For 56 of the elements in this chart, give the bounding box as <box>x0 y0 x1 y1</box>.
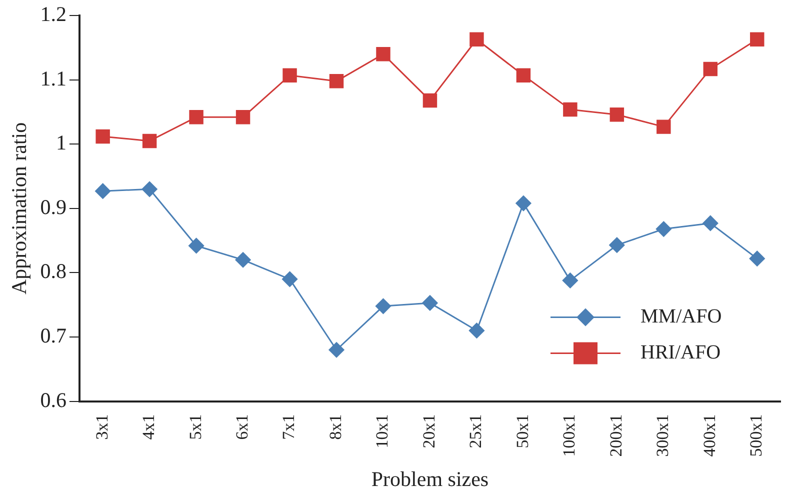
point <box>656 221 672 237</box>
point <box>656 120 671 134</box>
point <box>470 32 484 46</box>
legend-label: MM/AFO <box>640 306 722 328</box>
point <box>376 47 390 62</box>
x-tick-label: 3x1 <box>92 414 112 440</box>
y-tick-label: 0.9 <box>40 194 66 219</box>
point <box>516 68 531 82</box>
point <box>95 183 111 199</box>
x-tick-label: 300x1 <box>653 414 672 457</box>
y-tick-label: 1.1 <box>40 66 66 90</box>
point <box>562 272 578 288</box>
point <box>422 93 438 108</box>
legend-label: HRI/AFO <box>640 342 721 364</box>
x-tick-label: 200x1 <box>606 414 626 457</box>
x-tick-label: 400x1 <box>700 414 719 457</box>
y-tick-label: 0.6 <box>40 388 66 412</box>
point <box>188 238 204 254</box>
point <box>750 32 764 46</box>
x-tick-label: 25x1 <box>466 414 486 448</box>
x-tick-label: 50x1 <box>512 414 532 448</box>
point <box>703 62 718 76</box>
point <box>142 134 157 148</box>
point <box>609 237 625 253</box>
point <box>749 250 765 266</box>
point <box>189 110 204 124</box>
y-axis-title: Approximation ratio <box>7 122 32 294</box>
x-tick-label: 7x1 <box>279 414 298 440</box>
point <box>422 295 438 311</box>
x-tick-label: 10x1 <box>372 414 392 448</box>
y-tick-label: 0.8 <box>40 259 66 284</box>
point <box>328 342 344 358</box>
point <box>142 181 158 197</box>
y-tick-label: 1 <box>56 130 66 155</box>
point <box>329 74 344 88</box>
x-tick-label: 5x1 <box>186 414 205 440</box>
x-tick-label: 8x1 <box>326 414 345 440</box>
point <box>516 196 532 212</box>
point <box>702 215 718 231</box>
point <box>96 129 110 144</box>
point <box>610 107 624 122</box>
x-tick-label: 20x1 <box>419 414 438 448</box>
point <box>468 322 484 338</box>
point <box>282 271 298 287</box>
point <box>282 68 297 82</box>
point <box>236 110 250 124</box>
point <box>235 252 251 268</box>
point <box>563 102 578 117</box>
x-tick-label: 4x1 <box>139 414 158 440</box>
y-tick-label: 0.7 <box>40 324 66 348</box>
point <box>375 298 391 314</box>
x-tick-label: 500x1 <box>746 414 766 457</box>
x-tick-label: 6x1 <box>232 414 252 440</box>
x-axis-title: Problem sizes <box>371 466 489 491</box>
y-tick-label: 1.2 <box>40 2 66 26</box>
x-tick-label: 100x1 <box>560 414 579 457</box>
